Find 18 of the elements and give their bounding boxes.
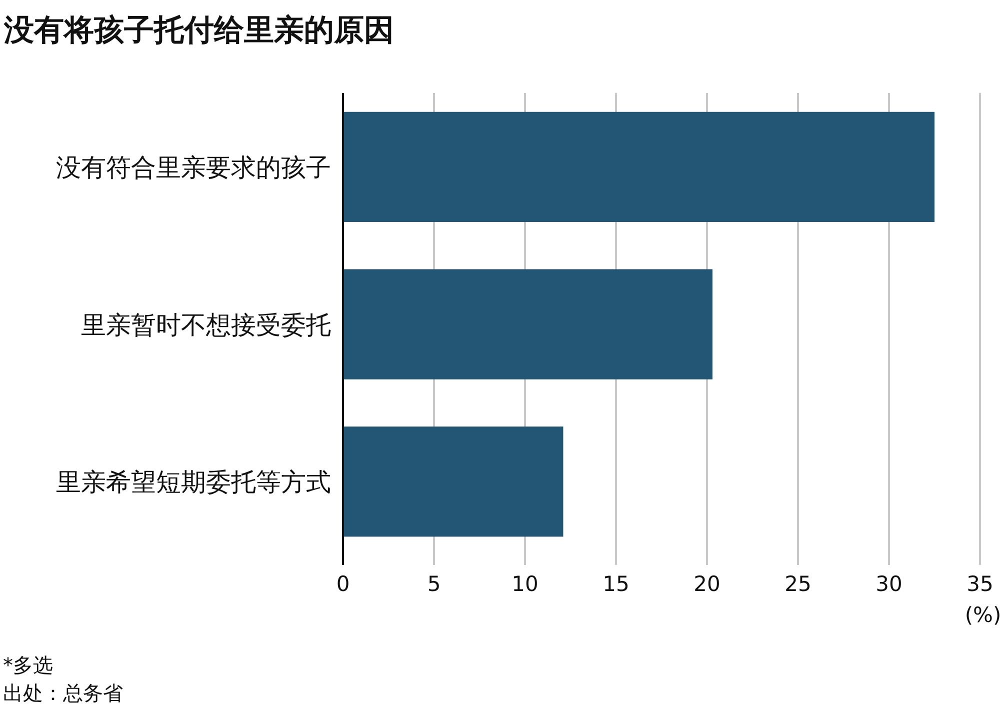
x-tick-label: 5: [427, 572, 441, 596]
text: 出处：总务省: [3, 681, 123, 705]
chart-title: 没有将孩子托付给里亲的原因: [3, 13, 394, 48]
x-tick-label: 10: [512, 572, 538, 596]
y-tick-label: 没有符合里亲要求的孩子: [56, 152, 331, 182]
x-tick-label: 35: [966, 572, 994, 596]
bar: [343, 112, 934, 222]
text: *多选: [3, 653, 53, 677]
x-tick-label: 15: [602, 572, 630, 596]
x-tick-label: 30: [876, 572, 902, 596]
bar: [343, 426, 564, 537]
x-tick-label: 0: [336, 572, 350, 596]
y-tick-label: 里亲希望短期委托等方式: [56, 468, 331, 497]
y-tick-label: 里亲暂时不想接受委托: [81, 310, 331, 340]
x-axis-title: (%): [964, 603, 1000, 627]
x-tick-label: 25: [784, 572, 812, 596]
bar: [343, 269, 712, 380]
x-tick-label: 20: [694, 572, 720, 596]
